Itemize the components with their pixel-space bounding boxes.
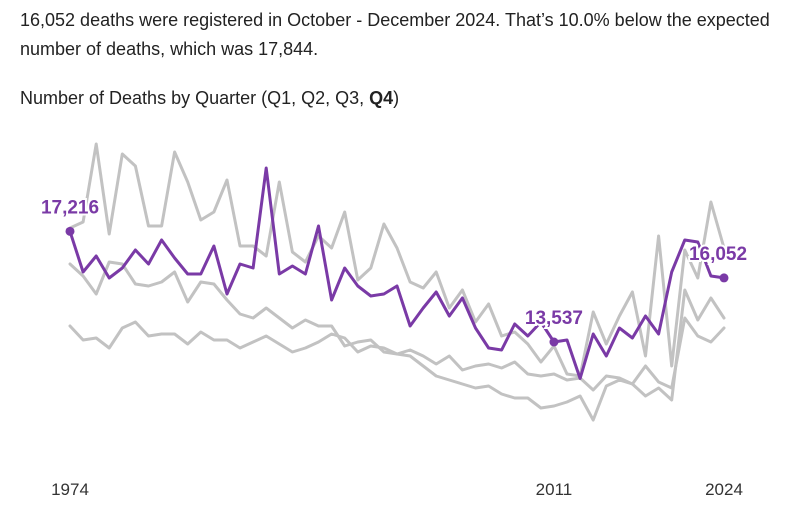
annotation-label-1974: 17,216 <box>41 197 99 218</box>
x-tick-label-1974: 1974 <box>51 480 89 499</box>
annotation-label-2024: 16,052 <box>689 244 747 265</box>
annotation-point-1974 <box>65 226 75 236</box>
series-line-q1 <box>68 142 726 378</box>
series-line-q3 <box>68 316 726 392</box>
x-tick-label-2011: 2011 <box>536 480 573 499</box>
subtitle-prefix: Number of Deaths by Quarter (Q1, Q2, Q3, <box>20 88 370 108</box>
annotation-point-2024 <box>719 273 729 283</box>
chart-subtitle: Number of Deaths by Quarter (Q1, Q2, Q3,… <box>20 88 399 109</box>
x-tick-label-2024: 2024 <box>705 480 743 499</box>
series-line-q4 <box>68 166 726 380</box>
annotation-label-2011: 13,537 <box>525 308 583 329</box>
subtitle-bold-q4: Q4 <box>369 88 394 108</box>
subtitle-suffix: ) <box>393 88 400 108</box>
summary-text: 16,052 deaths were registered in October… <box>20 10 770 59</box>
annotation-point-2011 <box>549 337 559 347</box>
